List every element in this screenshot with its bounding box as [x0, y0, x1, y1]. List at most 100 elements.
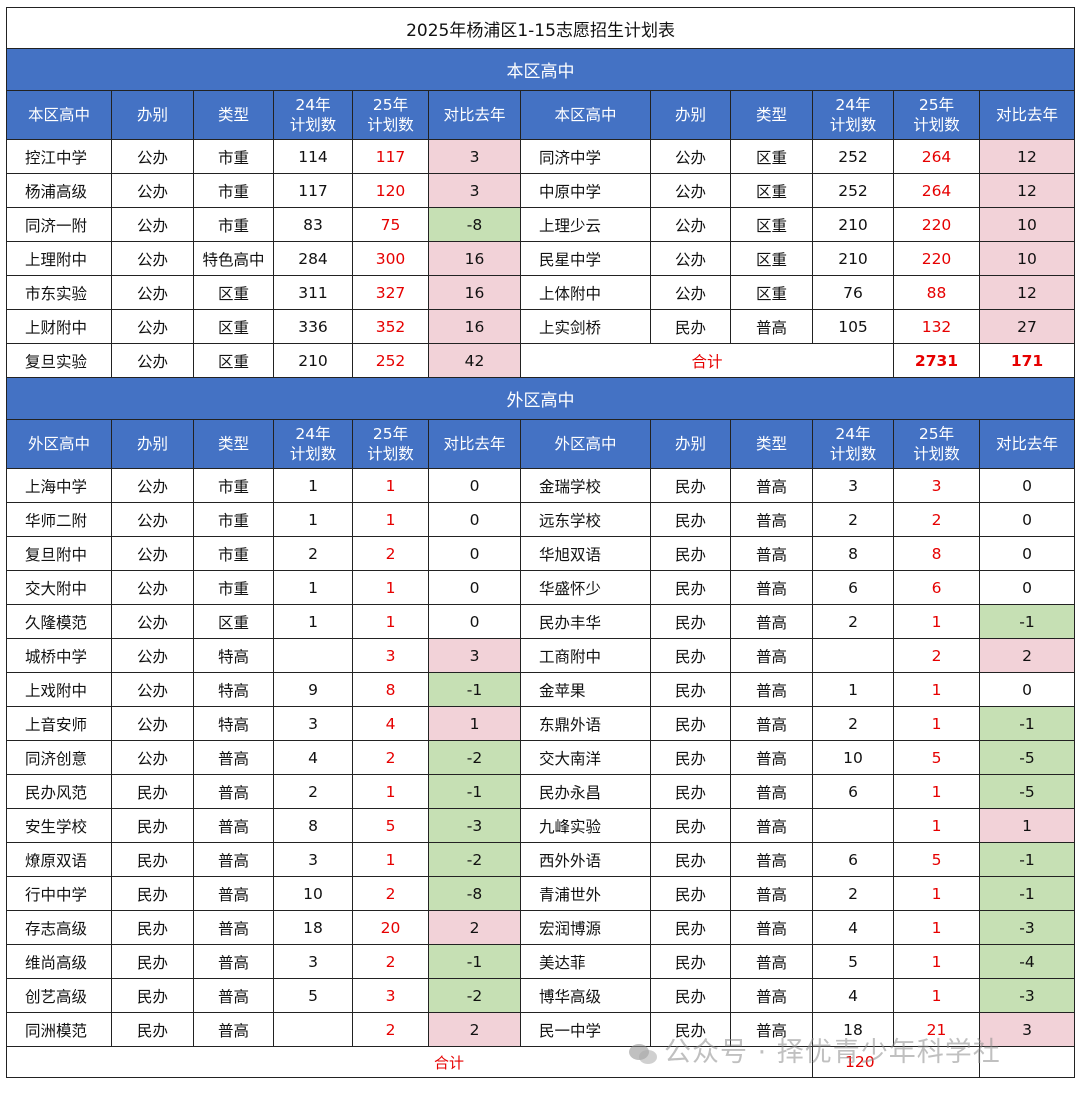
plan-2025: 1: [352, 502, 429, 537]
school-type: 普高: [730, 706, 813, 741]
school-type: 普高: [730, 910, 813, 945]
table-title: 2025年杨浦区1-15志愿招生计划表: [5, 7, 1076, 49]
school-type: 区重: [730, 241, 813, 276]
school-ownership: 公办: [111, 672, 194, 707]
change-vs-last-year: -1: [428, 944, 521, 979]
school-ownership: 民办: [111, 1012, 194, 1047]
school-ownership: 民办: [650, 706, 731, 741]
column-header: 本区高中: [520, 90, 651, 140]
plan-2024: 1: [273, 604, 353, 639]
table-row: 市东实验 公办 区重 311 327 16 上体附中 公办 区重 76 88 12: [6, 275, 1076, 310]
plan-2025: 1: [893, 910, 980, 945]
school-ownership: 民办: [111, 910, 194, 945]
change-vs-last-year: -1: [428, 672, 521, 707]
change-vs-last-year: -3: [978, 978, 1076, 1013]
school-type: 普高: [730, 638, 813, 673]
plan-2024: [273, 1012, 353, 1047]
plan-2024: 1: [273, 570, 353, 605]
plan-2024: 252: [812, 139, 894, 174]
plan-2025: 1: [893, 774, 980, 809]
plan-2024: 6: [812, 842, 894, 877]
plan-2024: 1: [273, 468, 353, 503]
school-name: 存志高级: [6, 910, 112, 945]
school-ownership: 民办: [650, 808, 731, 843]
school-type: 特高: [193, 672, 274, 707]
plan-2025: 220: [893, 241, 980, 276]
column-header: 24年 计划数: [273, 419, 353, 469]
school-ownership: 公办: [650, 207, 731, 242]
school-name: 上体附中: [520, 275, 651, 310]
plan-2025: 5: [352, 808, 429, 843]
plan-2024: [273, 638, 353, 673]
plan-2024: 210: [812, 241, 894, 276]
change-vs-last-year: -3: [428, 808, 521, 843]
school-name: 中原中学: [520, 173, 651, 208]
total-plan-2025: 120: [812, 1046, 980, 1078]
school-type: 普高: [193, 808, 274, 843]
school-name: 金瑞学校: [520, 468, 651, 503]
total-label: 合计: [6, 1046, 813, 1078]
table-row: 安生学校 民办 普高 8 5 -3 九峰实验 民办 普高 1 1: [6, 808, 1076, 843]
school-type: 普高: [730, 604, 813, 639]
school-ownership: 公办: [111, 207, 194, 242]
school-type: 普高: [193, 774, 274, 809]
school-name: 华旭双语: [520, 536, 651, 571]
change-vs-last-year: 0: [978, 502, 1076, 537]
plan-2025: 1: [352, 842, 429, 877]
table-row: 存志高级 民办 普高 18 20 2 宏润博源 民办 普高 4 1 -3: [6, 910, 1076, 945]
school-name: 宏润博源: [520, 910, 651, 945]
column-header: 类型: [193, 90, 274, 140]
column-header: 办别: [650, 419, 731, 469]
plan-2024: 210: [812, 207, 894, 242]
school-ownership: 公办: [111, 343, 194, 378]
table-row: 杨浦高级 公办 市重 117 120 3 中原中学 公办 区重 252 264 12: [6, 173, 1076, 208]
plan-2024: 1: [812, 672, 894, 707]
table-row: 上戏附中 公办 特高 9 8 -1 金苹果 民办 普高 1 1 0: [6, 672, 1076, 707]
column-header: 外区高中: [520, 419, 651, 469]
plan-2025: 1: [352, 570, 429, 605]
plan-2025: 1: [893, 672, 980, 707]
plan-2025: 2: [352, 740, 429, 775]
plan-2024: 2: [812, 502, 894, 537]
plan-2024: 336: [273, 309, 353, 344]
change-vs-last-year: -8: [428, 876, 521, 911]
change-vs-last-year: 1: [428, 706, 521, 741]
school-ownership: 民办: [111, 808, 194, 843]
plan-2025: 327: [352, 275, 429, 310]
change-vs-last-year: 1: [978, 808, 1076, 843]
plan-2025: 3: [352, 638, 429, 673]
change-vs-last-year: -4: [978, 944, 1076, 979]
school-type: 普高: [193, 740, 274, 775]
column-header: 24年 计划数: [273, 90, 353, 140]
school-type: 普高: [730, 774, 813, 809]
change-vs-last-year: 27: [978, 309, 1076, 344]
plan-2024: 311: [273, 275, 353, 310]
local-section-title: 本区高中: [5, 48, 1076, 91]
plan-2024: 252: [812, 173, 894, 208]
plan-2025: 120: [352, 173, 429, 208]
table-row: 燎原双语 民办 普高 3 1 -2 西外外语 民办 普高 6 5 -1: [6, 842, 1076, 877]
change-vs-last-year: 3: [428, 139, 521, 174]
school-ownership: 民办: [650, 570, 731, 605]
total-row: 合计 120: [6, 1046, 1076, 1078]
change-vs-last-year: -2: [428, 740, 521, 775]
school-ownership: 公办: [650, 275, 731, 310]
plan-2024: [812, 808, 894, 843]
school-ownership: 民办: [111, 944, 194, 979]
external-header-row: 外区高中 办别 类型 24年 计划数 25年 计划数 对比去年 外区高中 办别 类型 24年 计划…: [6, 419, 1076, 469]
plan-2025: 8: [352, 672, 429, 707]
plan-2025: 75: [352, 207, 429, 242]
change-vs-last-year: 42: [428, 343, 521, 378]
change-vs-last-year: 3: [428, 638, 521, 673]
change-vs-last-year: 0: [978, 536, 1076, 571]
plan-2024: 10: [812, 740, 894, 775]
school-type: 普高: [730, 978, 813, 1013]
school-type: 普高: [193, 978, 274, 1013]
change-vs-last-year: -1: [428, 774, 521, 809]
school-type: 普高: [730, 536, 813, 571]
school-name: 交大南洋: [520, 740, 651, 775]
column-header: 办别: [650, 90, 731, 140]
school-ownership: 公办: [650, 139, 731, 174]
school-name: 同济创意: [6, 740, 112, 775]
plan-2024: 2: [273, 774, 353, 809]
